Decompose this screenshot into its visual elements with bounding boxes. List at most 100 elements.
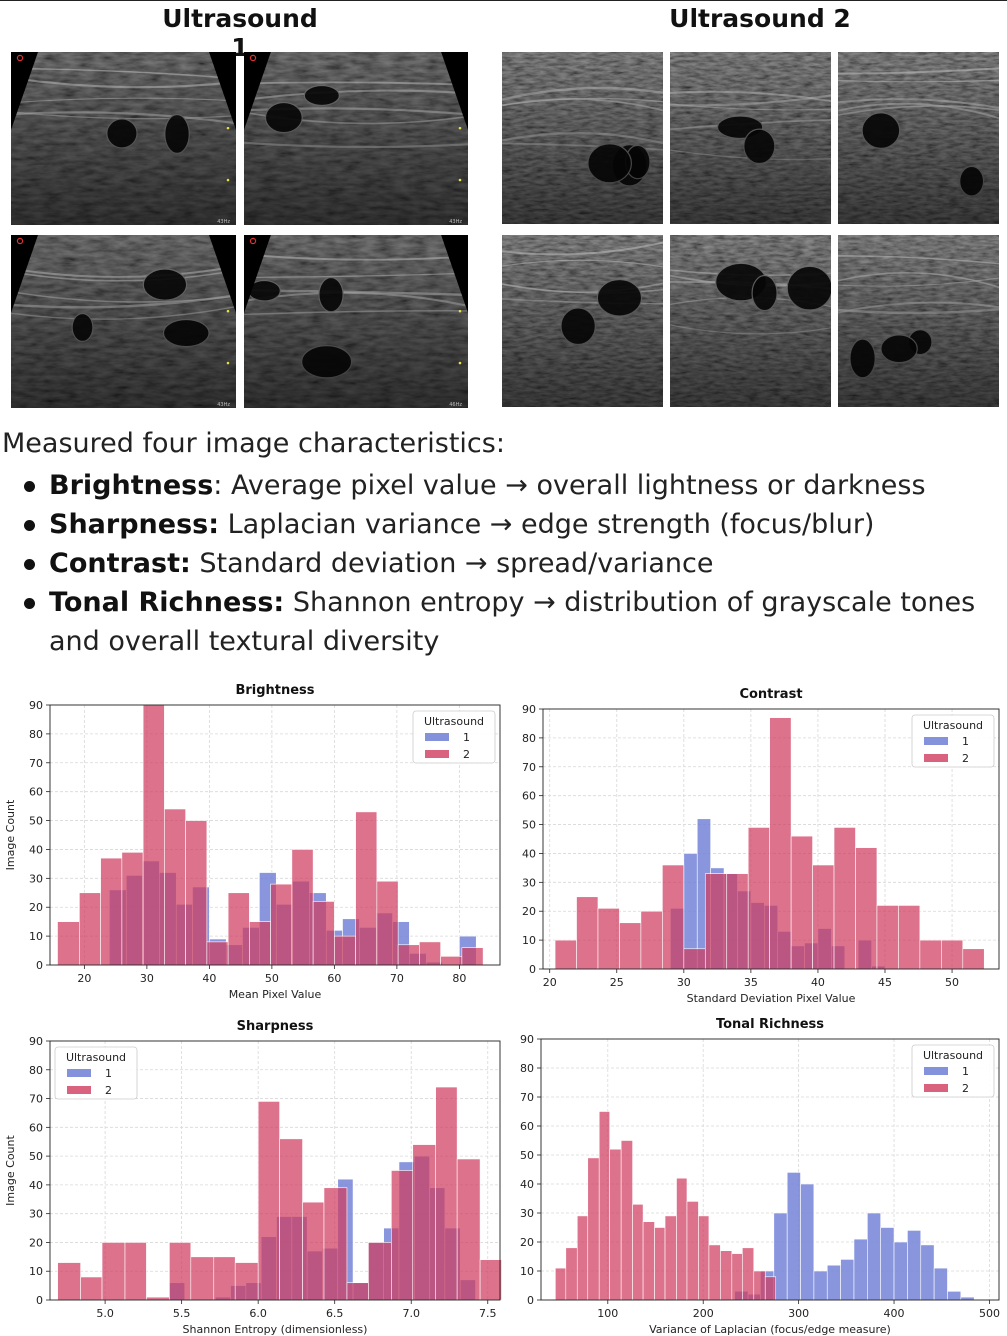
bar-series-2	[249, 921, 271, 966]
bar-series-2	[919, 939, 942, 970]
y-tick-label: 90	[522, 703, 536, 716]
bar-series-2	[419, 941, 441, 966]
bar-series-2	[642, 1221, 655, 1301]
bar-series-2	[753, 1270, 766, 1301]
bar-series-2	[185, 820, 208, 966]
sharpness-chart-svg: Sharpness 0 10 20 30 40 50 60 70 80 90 5.0 5.5 6.0 6.5…	[4, 1019, 502, 1336]
bar-series-2	[769, 717, 792, 970]
legend-entry-1: 1	[962, 1065, 969, 1078]
ultrasound-scan-graphic	[838, 52, 999, 224]
bar-series-2	[302, 1201, 325, 1301]
bar-series-2	[587, 1157, 600, 1301]
x-tick-label: 100	[597, 1307, 618, 1320]
x-tick-label: 400	[884, 1307, 905, 1320]
x-tick-label: 20	[543, 976, 557, 989]
bar-series-2	[355, 811, 378, 966]
y-tick-label: 70	[522, 761, 536, 774]
bar-series-2	[312, 901, 335, 966]
plot-frame	[49, 1040, 501, 1301]
bar-series-2	[726, 873, 749, 970]
bullet-desc: Shannon entropy → distribution of graysc…	[49, 587, 976, 657]
bar-series-2	[435, 1086, 458, 1301]
x-tick-label: 6.0	[249, 1307, 267, 1320]
y-tick-label: 80	[520, 1062, 534, 1075]
legend-entry-2: 2	[962, 1082, 969, 1095]
bar-series-2	[257, 1101, 280, 1301]
y-axis-label: Image Count	[4, 1135, 17, 1206]
bar-series-2	[742, 1247, 755, 1301]
y-tick-label: 0	[36, 1294, 43, 1307]
y-tick-label: 30	[29, 1208, 43, 1221]
bullet-tonal-richness: Tonal Richness: Shannon entropy → distri…	[0, 583, 1000, 661]
x-tick-label: 300	[788, 1307, 809, 1320]
bar-series-2	[620, 1140, 633, 1301]
y-tick-label: 70	[29, 757, 43, 770]
y-tick-label: 20	[520, 1236, 534, 1249]
chart-title: Contrast	[739, 687, 802, 702]
ultrasound-2-image	[670, 52, 831, 224]
bar-series-2	[876, 905, 899, 970]
legend-title: Ultrasound	[923, 719, 983, 732]
y-tick-label: 60	[29, 786, 43, 799]
bar-series-2	[121, 852, 144, 966]
bar-series-2	[279, 1138, 303, 1301]
contrast-chart-svg: Contrast 0 10 20 30 40 50 60 70 80 90 20 25 30 35 40 45 5…	[522, 687, 1000, 1005]
bar-series-2	[213, 1256, 236, 1301]
ultrasound-scan-graphic	[670, 52, 831, 224]
y-tick-label: 90	[29, 1035, 43, 1048]
y-tick-label: 0	[527, 1294, 534, 1307]
bar-series-2	[598, 1111, 611, 1301]
y-tick-label: 10	[520, 1265, 534, 1278]
bar-series-2	[576, 1215, 589, 1301]
legend-swatch-2	[924, 1084, 948, 1092]
y-tick-label: 90	[29, 699, 43, 712]
bar-series-2	[597, 908, 620, 970]
bullet-desc: Laplacian variance → edge strength (focu…	[227, 509, 875, 540]
x-tick-label: 20	[77, 972, 91, 985]
bullet-term: Sharpness:	[49, 509, 220, 540]
legend-title: Ultrasound	[66, 1051, 126, 1064]
x-tick-label: 30	[677, 976, 691, 989]
bar-series-2	[812, 864, 835, 970]
bullet-dot	[24, 481, 35, 492]
bar-series-1	[826, 1264, 841, 1301]
legend-entry-2: 2	[463, 748, 470, 761]
ultrasound-2-image	[502, 235, 663, 407]
freq-label: 43Hz	[217, 219, 230, 225]
bar-series-2	[270, 883, 293, 966]
legend-entry-1: 1	[962, 735, 969, 748]
bar-series-2	[632, 1204, 644, 1301]
y-tick-label: 70	[520, 1091, 534, 1104]
bar-series-2	[391, 1170, 414, 1301]
y-tick-label: 20	[522, 905, 536, 918]
bullet-dot	[24, 598, 35, 609]
bar-series-2	[101, 1242, 126, 1301]
x-tick-label: 80	[452, 972, 466, 985]
bar-series-2	[440, 956, 463, 966]
y-tick-label: 60	[522, 790, 536, 803]
freq-label: 43Hz	[217, 402, 230, 408]
brightness-chart: Brightness 0 10 20 30 40 50 60 70 80 90 20 30 40 50 60 7…	[0, 676, 505, 1004]
ultrasound-2-image	[670, 235, 831, 407]
x-tick-label: 7.0	[402, 1307, 420, 1320]
x-tick-label: 7.5	[479, 1307, 497, 1320]
ultrasound-scan-graphic: 43Hz	[244, 52, 468, 225]
y-tick-label: 30	[520, 1207, 534, 1220]
bar-series-2	[609, 1148, 622, 1301]
y-tick-label: 40	[520, 1178, 534, 1191]
bar-series-2	[227, 892, 250, 966]
bar-series-2	[654, 1227, 666, 1301]
bar-series-2	[79, 892, 101, 966]
ultrasound-scan-graphic	[502, 235, 663, 407]
plot-frame	[542, 708, 1000, 970]
bar-series-2	[346, 1282, 369, 1301]
ultrasound-1-image: 43Hz	[11, 52, 236, 225]
x-tick-label: 6.5	[326, 1307, 344, 1320]
bar-series-1	[920, 1244, 935, 1301]
bullet-sharpness: Sharpness: Laplacian variance → edge str…	[0, 505, 1000, 544]
y-tick-label: 60	[29, 1121, 43, 1134]
legend: Ultrasound 1 2	[54, 1046, 138, 1100]
bar-series-2	[747, 827, 770, 970]
bar-series-2	[664, 1215, 677, 1301]
bar-series-2	[456, 1158, 481, 1301]
